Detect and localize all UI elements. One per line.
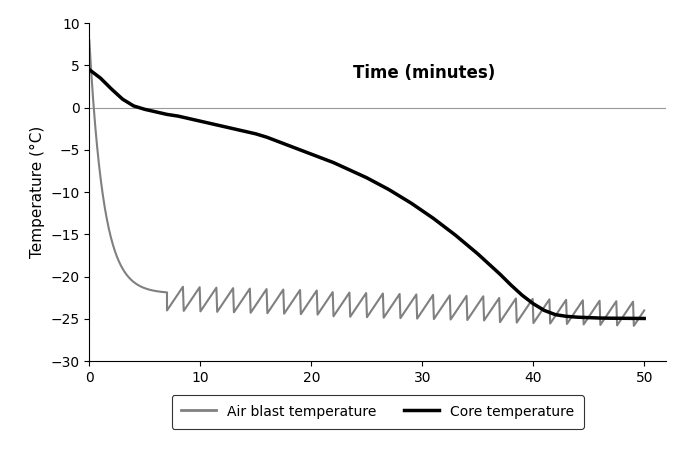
Air blast temperature (104, 224, 113, 230)
Line: Core temperature: Core temperature (89, 69, 644, 319)
Core temperature (629, 316, 638, 321)
Air blast temperature (552, 313, 560, 318)
Legend: Air blast temperature, Core temperature: Air blast temperature, Core temperature (172, 395, 584, 429)
Y-axis label: Temperature (°C): Temperature (°C) (30, 126, 45, 258)
Core temperature (485, 261, 493, 267)
Core temperature (640, 316, 649, 321)
Air blast temperature (409, 296, 417, 302)
Air blast temperature (640, 308, 649, 313)
Core temperature (251, 131, 260, 137)
Air blast temperature (390, 300, 398, 305)
Air blast temperature (373, 299, 381, 305)
Core temperature (207, 121, 216, 126)
Air blast temperature (630, 323, 638, 329)
Air blast temperature (486, 308, 495, 314)
Text: Time (minutes): Time (minutes) (353, 64, 495, 81)
Core temperature (262, 134, 271, 140)
Core temperature (85, 67, 93, 72)
Air blast temperature (85, 38, 93, 43)
Core temperature (451, 232, 460, 238)
Line: Air blast temperature: Air blast temperature (89, 40, 644, 326)
